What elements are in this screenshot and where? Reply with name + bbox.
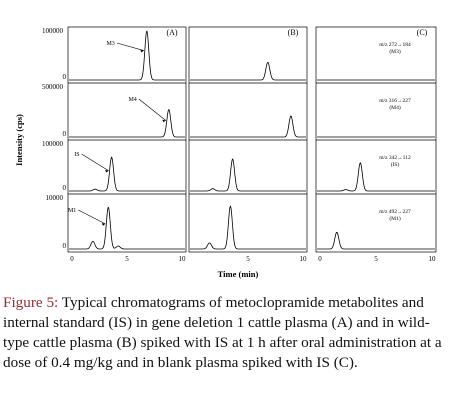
x-tick-label: 0	[318, 255, 322, 263]
trace-m1-b	[190, 205, 306, 250]
arrow-head-m4	[162, 119, 166, 123]
trace-m3-a	[69, 30, 185, 81]
y-axis-title: Intensity (cps)	[14, 114, 24, 166]
panel-frame-a	[67, 26, 187, 253]
arrow-head-is	[105, 169, 109, 173]
trace-is-b	[190, 158, 306, 192]
analyte-label-is: IS	[74, 152, 79, 158]
x-tick-label: 10	[429, 255, 437, 263]
x-tick-label: 5	[125, 255, 129, 263]
arrow-head-m1	[101, 223, 106, 226]
transition-label-m4: m/z 316→227	[379, 98, 411, 104]
trace-m4-b	[190, 115, 306, 138]
y-zero-label-m3: 0	[63, 73, 67, 81]
transition-label-m3: m/z 272→184	[379, 42, 411, 48]
trace-m3-b	[190, 61, 306, 81]
x-tick-label: 10	[300, 255, 308, 263]
analyte-arrow-m4	[138, 98, 166, 121]
y-top-label-m1: 10000	[46, 194, 64, 202]
x-tick-label: 0	[70, 255, 74, 263]
trace-m1-a	[69, 206, 185, 250]
transition-sub-m4: (M4)	[389, 104, 400, 111]
x-tick-label: 5	[246, 255, 250, 263]
transition-sub-m1: (M1)	[389, 215, 400, 222]
y-top-label-is: 100000	[42, 140, 64, 148]
analyte-label-m4: M4	[128, 97, 136, 103]
chromatogram-traces	[69, 30, 435, 250]
caption-label: Figure 5:	[3, 294, 59, 311]
transition-sub-is: (IS)	[391, 161, 400, 168]
figure-caption: Figure 5: Typical chromatograms of metoc…	[3, 293, 453, 373]
arrow-head-m3	[140, 49, 144, 53]
trace-is-c	[317, 162, 435, 192]
analyte-label-m3: M3	[106, 41, 114, 47]
transition-sub-m3: (M3)	[389, 48, 400, 55]
y-top-label-m3: 100000	[42, 27, 64, 35]
x-tick-label: 10	[179, 255, 187, 263]
panel-frames	[67, 26, 437, 253]
trace-m1-c	[317, 231, 435, 250]
panel-label-b: (B)	[288, 28, 299, 37]
trace-is-a	[69, 156, 185, 192]
panel-frame-b	[188, 26, 308, 253]
trace-m4-a	[69, 109, 185, 138]
y-zero-label-m4: 0	[63, 130, 67, 138]
y-zero-label-m1: 0	[63, 242, 67, 250]
panel-label-c: (C)	[417, 28, 428, 37]
panel-frame-c	[315, 26, 437, 253]
analyte-label-m1: M1	[68, 208, 76, 214]
panel-label-a: (A)	[166, 28, 177, 37]
analyte-arrow-m3	[116, 42, 144, 51]
y-top-label-m4: 500000	[42, 83, 64, 91]
analyte-arrow-is	[81, 153, 109, 171]
y-zero-label-is: 0	[63, 184, 67, 192]
analyte-arrow-m1	[78, 209, 106, 225]
caption-text: Typical chromatograms of metoclopramide …	[3, 294, 442, 371]
transition-label-is: m/z 342→112	[379, 155, 411, 161]
x-tick-label: 5	[374, 255, 378, 263]
x-axis-title: Time (min)	[218, 269, 259, 279]
transition-label-m1: m/z 492→227	[379, 209, 411, 215]
